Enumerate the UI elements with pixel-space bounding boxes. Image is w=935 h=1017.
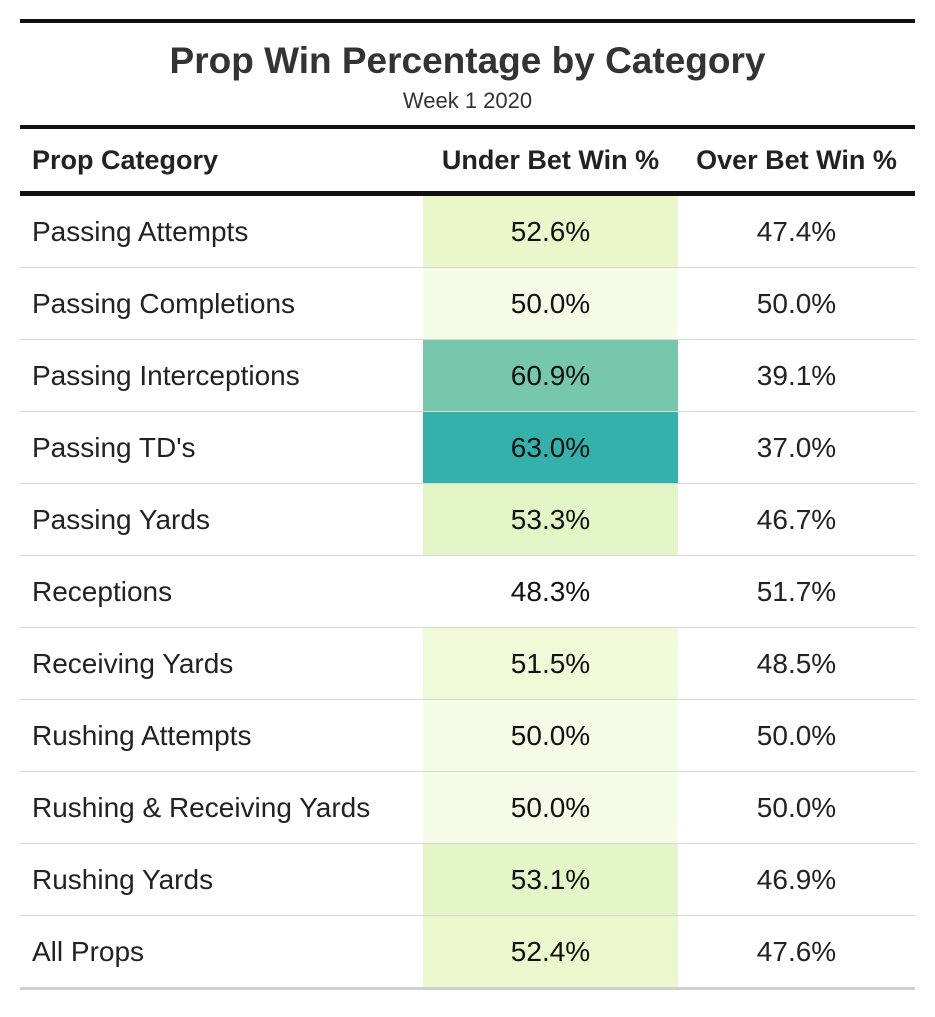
- cell-over-win: 50.0%: [678, 699, 915, 772]
- table-row: Passing Attempts 52.6% 47.4%: [20, 193, 915, 268]
- cell-under-win: 63.0%: [423, 411, 678, 484]
- cell-prop-category: Passing Yards: [20, 483, 423, 556]
- table-row: All Props 52.4% 47.6%: [20, 915, 915, 990]
- cell-prop-category: All Props: [20, 915, 423, 990]
- column-header-prop-category: Prop Category: [32, 144, 219, 175]
- cell-under-win: 52.4%: [423, 915, 678, 990]
- cell-over-win: 50.0%: [678, 771, 915, 844]
- table-title: Prop Win Percentage by Category: [169, 40, 766, 81]
- column-header-over-win: Over Bet Win %: [696, 144, 897, 175]
- cell-prop-category: Passing TD's: [20, 411, 423, 484]
- cell-under-win: 53.1%: [423, 843, 678, 916]
- cell-prop-category: Rushing Yards: [20, 843, 423, 916]
- cell-over-win: 47.4%: [678, 193, 915, 268]
- cell-over-win: 39.1%: [678, 339, 915, 412]
- cell-under-win: 48.3%: [423, 555, 678, 628]
- cell-over-win: 47.6%: [678, 915, 915, 990]
- table-row: Rushing Attempts 50.0% 50.0%: [20, 699, 915, 772]
- top-rule: [20, 19, 915, 23]
- cell-prop-category: Receptions: [20, 555, 423, 628]
- header-row: Prop Category Under Bet Win % Over Bet W…: [20, 129, 915, 194]
- cell-under-win: 50.0%: [423, 267, 678, 340]
- table-row: Receiving Yards 51.5% 48.5%: [20, 627, 915, 700]
- table-row: Rushing & Receiving Yards 50.0% 50.0%: [20, 771, 915, 844]
- cell-prop-category: Passing Completions: [20, 267, 423, 340]
- cell-under-win: 60.9%: [423, 339, 678, 412]
- cell-over-win: 48.5%: [678, 627, 915, 700]
- cell-prop-category: Passing Attempts: [20, 193, 423, 268]
- table-row: Passing Yards 53.3% 46.7%: [20, 483, 915, 556]
- cell-over-win: 37.0%: [678, 411, 915, 484]
- column-header-under-win: Under Bet Win %: [441, 144, 660, 175]
- cell-under-win: 53.3%: [423, 483, 678, 556]
- table-container: Prop Win Percentage by Category Week 1 2…: [20, 19, 915, 990]
- cell-over-win: 46.7%: [678, 483, 915, 556]
- prop-table: Prop Category Under Bet Win % Over Bet W…: [20, 129, 915, 990]
- cell-prop-category: Passing Interceptions: [20, 339, 423, 412]
- table-row: Passing TD's 63.0% 37.0%: [20, 411, 915, 484]
- cell-over-win: 51.7%: [678, 555, 915, 628]
- table-row: Passing Completions 50.0% 50.0%: [20, 267, 915, 340]
- table-row: Rushing Yards 53.1% 46.9%: [20, 843, 915, 916]
- cell-prop-category: Receiving Yards: [20, 627, 423, 700]
- cell-prop-category: Rushing & Receiving Yards: [20, 771, 423, 844]
- table-subtitle: Week 1 2020: [402, 88, 533, 113]
- table-body: Passing Attempts 52.6% 47.4% Passing Comple…: [20, 193, 915, 990]
- cell-under-win: 50.0%: [423, 699, 678, 772]
- cell-over-win: 46.9%: [678, 843, 915, 916]
- cell-over-win: 50.0%: [678, 267, 915, 340]
- header-rule: [20, 125, 915, 129]
- cell-under-win: 50.0%: [423, 771, 678, 844]
- table-row: Passing Interceptions 60.9% 39.1%: [20, 339, 915, 412]
- cell-under-win: 52.6%: [423, 193, 678, 268]
- cell-prop-category: Rushing Attempts: [20, 699, 423, 772]
- cell-under-win: 51.5%: [423, 627, 678, 700]
- table-row: Receptions 48.3% 51.7%: [20, 555, 915, 628]
